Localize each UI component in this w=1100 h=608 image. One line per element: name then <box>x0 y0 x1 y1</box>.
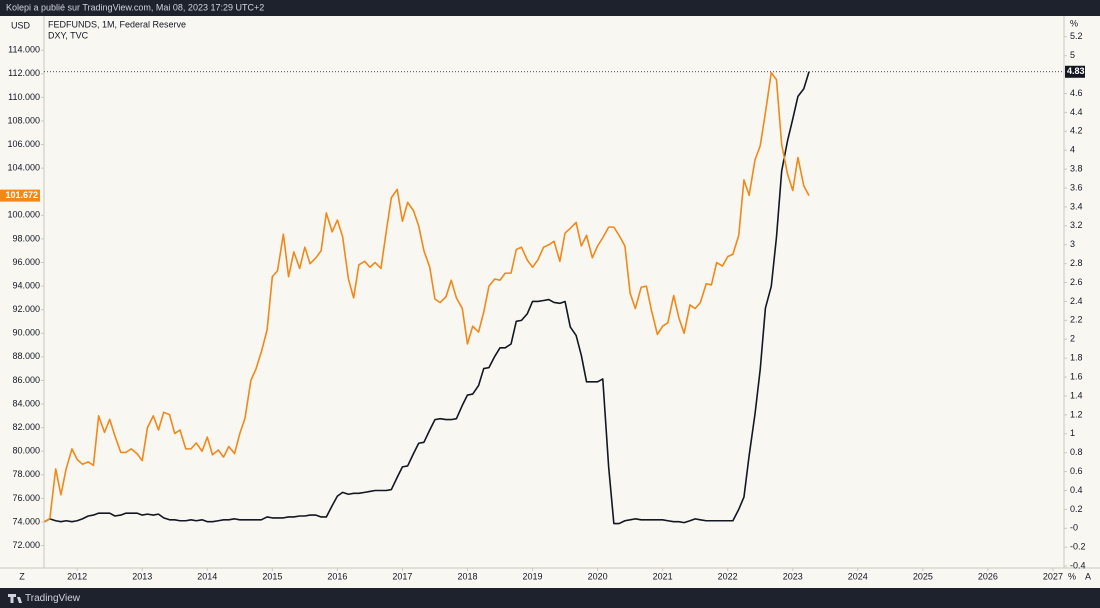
last-value-label: 4.83 <box>1067 66 1085 76</box>
scale-button[interactable]: % <box>1068 571 1076 581</box>
chart-background <box>0 16 1100 588</box>
y-tick-label: 112.000 <box>8 68 40 78</box>
y-tick-label: 88.000 <box>12 351 40 361</box>
x-tick-label: 2012 <box>67 571 87 581</box>
y-tick-label: 80.000 <box>12 446 40 456</box>
y-tick-label: 92.000 <box>12 304 40 314</box>
y2-tick-label: 3.4 <box>1070 201 1083 211</box>
x-tick-label: 2024 <box>848 571 868 581</box>
y-tick-label: 110.000 <box>8 92 40 102</box>
y-tick-label: 106.000 <box>7 139 40 149</box>
y2-tick-label: 1.4 <box>1070 390 1083 400</box>
y-tick-label: 96.000 <box>12 257 40 267</box>
scale-button[interactable]: Z <box>19 571 25 581</box>
y2-tick-label: -0 <box>1070 523 1078 533</box>
y2-tick-label: 1.2 <box>1070 409 1083 419</box>
y2-tick-label: 5 <box>1070 50 1075 60</box>
header-title: Kolepi a publié sur TradingView.com, Mai… <box>6 2 264 12</box>
y2-axis-unit: % <box>1070 18 1078 28</box>
y2-tick-label: 2.4 <box>1070 296 1083 306</box>
y2-tick-label: 5.2 <box>1070 31 1083 41</box>
y-tick-label: 114.000 <box>8 45 40 55</box>
x-tick-label: 2017 <box>392 571 412 581</box>
y-tick-label: 108.000 <box>7 115 40 125</box>
x-tick-label: 2023 <box>783 571 803 581</box>
x-tick-label: 2022 <box>718 571 738 581</box>
last-value-box <box>0 189 40 202</box>
y2-tick-label: 4.6 <box>1070 88 1083 98</box>
y-tick-label: 90.000 <box>12 328 40 338</box>
y-tick-label: 86.000 <box>12 375 40 385</box>
y2-tick-label: -0.2 <box>1070 542 1086 552</box>
y2-tick-label: 3 <box>1070 239 1075 249</box>
brand-name: TradingView <box>25 593 81 604</box>
y2-tick-label: 3.6 <box>1070 182 1083 192</box>
y-tick-label: 74.000 <box>12 516 40 526</box>
y2-tick-label: 0.4 <box>1070 485 1083 495</box>
x-tick-label: 2020 <box>588 571 608 581</box>
last-value-box <box>1065 65 1085 78</box>
last-value-label: 101.672 <box>5 190 38 200</box>
y2-tick-label: 4.4 <box>1070 107 1083 117</box>
y2-tick-label: 2.6 <box>1070 277 1083 287</box>
legend-entry: DXY, TVC <box>48 30 89 40</box>
x-tick-label: 2025 <box>913 571 933 581</box>
y2-tick-label: 0.2 <box>1070 504 1083 514</box>
y2-tick-label: 4 <box>1070 145 1075 155</box>
x-tick-label: 2021 <box>653 571 673 581</box>
x-tick-label: 2026 <box>978 571 998 581</box>
y2-tick-label: 3.8 <box>1070 163 1083 173</box>
y2-tick-label: 0.6 <box>1070 466 1083 476</box>
series-line <box>44 71 810 523</box>
x-tick-label: 2018 <box>457 571 477 581</box>
x-tick-label: 2016 <box>327 571 347 581</box>
y-tick-label: 72.000 <box>12 540 40 550</box>
brand: TradingView <box>8 593 81 604</box>
y2-tick-label: 2.2 <box>1070 315 1083 325</box>
x-tick-label: 2027 <box>1043 571 1063 581</box>
series-line <box>44 71 810 525</box>
x-tick-label: 2019 <box>523 571 543 581</box>
y-tick-label: 76.000 <box>12 493 40 503</box>
x-tick-label: 2013 <box>132 571 152 581</box>
y2-tick-label: 0.8 <box>1070 447 1083 457</box>
scale-button[interactable]: A <box>1085 571 1091 581</box>
brand-logo <box>8 594 22 603</box>
x-tick-label: 2015 <box>262 571 282 581</box>
y2-tick-label: 2.8 <box>1070 258 1083 268</box>
y-tick-label: 104.000 <box>7 163 40 173</box>
y-tick-label: 94.000 <box>12 280 40 290</box>
y-tick-label: 100.000 <box>7 210 40 220</box>
y-tick-label: 98.000 <box>12 233 40 243</box>
x-tick-label: 2014 <box>197 571 217 581</box>
y2-tick-label: 3.2 <box>1070 220 1083 230</box>
legend-entry: FEDFUNDS, 1M, Federal Reserve <box>48 19 186 29</box>
y2-tick-label: 2 <box>1070 334 1075 344</box>
y2-tick-label: -0.4 <box>1070 560 1086 570</box>
y-tick-label: 84.000 <box>12 398 40 408</box>
y-axis-unit: USD <box>11 20 31 30</box>
y2-tick-label: 1 <box>1070 428 1075 438</box>
y2-tick-label: 1.6 <box>1070 371 1083 381</box>
y2-tick-label: 1.8 <box>1070 353 1083 363</box>
y2-tick-label: 4.2 <box>1070 126 1083 136</box>
y-tick-label: 78.000 <box>12 469 40 479</box>
y-tick-label: 82.000 <box>12 422 40 432</box>
